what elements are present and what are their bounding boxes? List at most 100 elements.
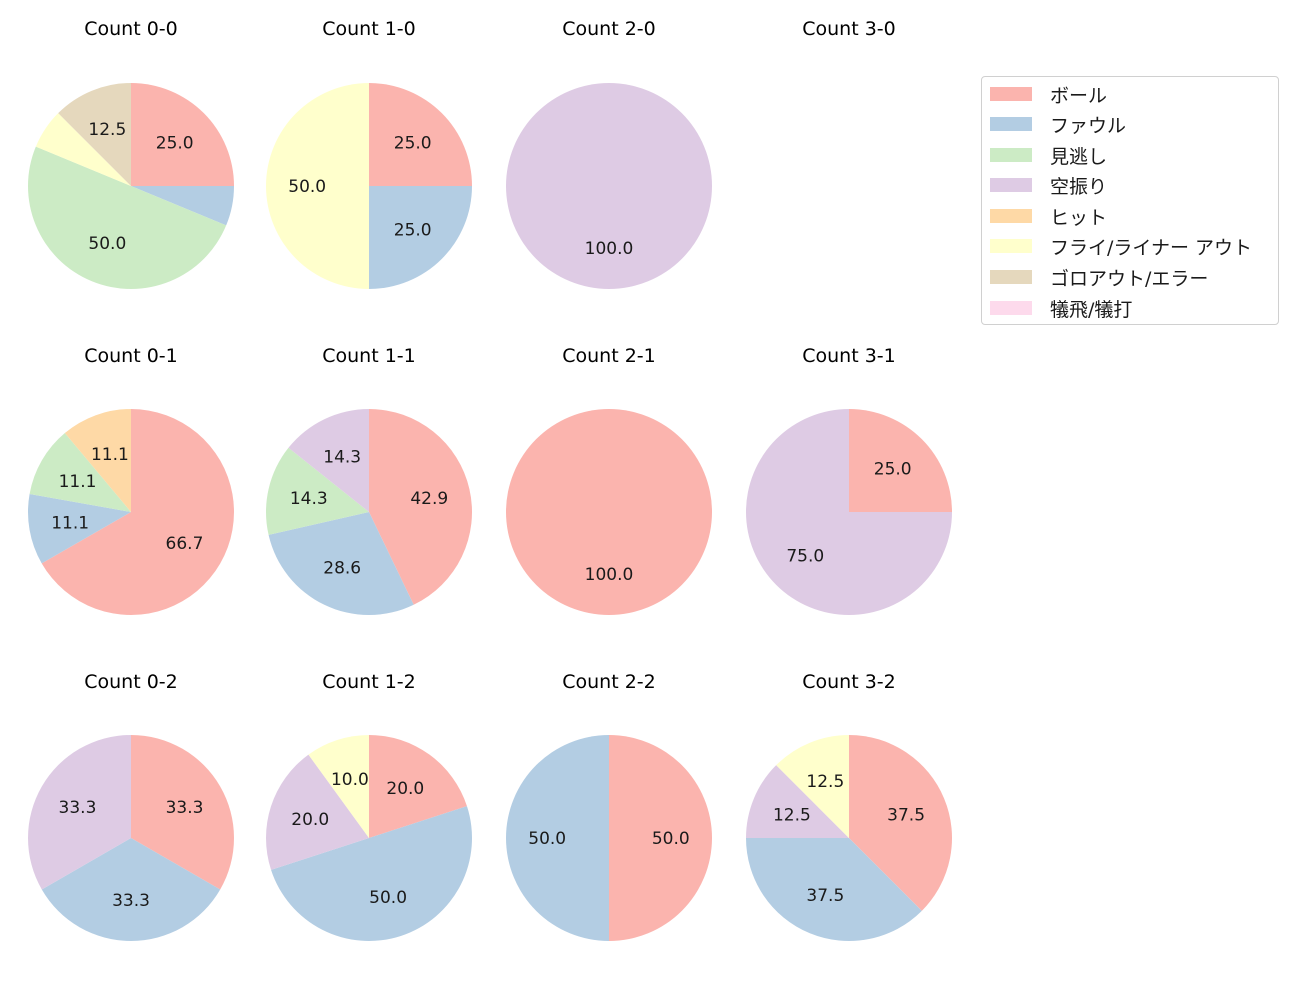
pie-slice bbox=[369, 186, 472, 289]
pie-title: Count 0-0 bbox=[84, 18, 178, 40]
pie-slice bbox=[369, 735, 467, 838]
legend-item-swinging-strike: 空振り bbox=[990, 173, 1108, 198]
slice-label: 28.6 bbox=[323, 559, 361, 579]
pie-slice bbox=[41, 838, 221, 941]
legend-swatch bbox=[990, 148, 1032, 162]
slice-label: 100.0 bbox=[585, 239, 634, 259]
pie-slice bbox=[271, 806, 472, 941]
slice-label: 50.0 bbox=[88, 234, 126, 254]
pie-chart: Count 2-0 100.0 bbox=[506, 18, 712, 289]
pie-slice bbox=[506, 83, 712, 289]
pie-chart: Count 3-1 25.0 75.0 bbox=[746, 345, 952, 615]
legend-item-called-strike: 見逃し bbox=[990, 143, 1108, 168]
pie-slice bbox=[266, 83, 369, 289]
pie-slice bbox=[265, 447, 369, 535]
legend-swatch bbox=[990, 239, 1032, 253]
pie-slice bbox=[369, 409, 473, 605]
slice-label: 25.0 bbox=[394, 133, 432, 153]
slice-label: 20.0 bbox=[291, 810, 329, 830]
legend-swatch bbox=[990, 87, 1032, 101]
legend-item-foul: ファウル bbox=[990, 112, 1127, 137]
pie-slice bbox=[369, 83, 472, 186]
pie-title: Count 3-2 bbox=[802, 671, 896, 693]
pie-slice bbox=[27, 146, 227, 289]
pie-slice bbox=[506, 735, 609, 941]
pie-title: Count 2-2 bbox=[562, 671, 656, 693]
legend-swatch bbox=[990, 117, 1032, 131]
slice-label: 50.0 bbox=[652, 829, 690, 849]
slice-label: 25.0 bbox=[156, 133, 194, 153]
pie-slice bbox=[308, 735, 369, 838]
legend-label: ファウル bbox=[1050, 114, 1127, 137]
pie-slice bbox=[27, 735, 131, 890]
legend-item-sacrifice: 犠飛/犠打 bbox=[990, 296, 1133, 321]
pie-slice bbox=[58, 83, 132, 186]
slice-label: 75.0 bbox=[786, 547, 824, 567]
pie-title: Count 3-1 bbox=[802, 345, 896, 367]
pie-slice bbox=[27, 493, 132, 564]
pie-chart: Count 1-1 42.9 28.6 14.3 14.3 bbox=[265, 345, 473, 615]
pie-chart: Count 2-1 100.0 bbox=[506, 345, 712, 615]
pie-chart: Count 0-1 66.7 11.1 11.1 11.1 bbox=[27, 345, 235, 615]
pie-slice bbox=[849, 409, 952, 512]
pie-slice bbox=[746, 409, 952, 615]
pie-slice bbox=[288, 409, 369, 512]
slice-label: 25.0 bbox=[394, 221, 432, 241]
legend-swatch bbox=[990, 301, 1032, 315]
slice-label: 20.0 bbox=[386, 779, 424, 799]
slice-label: 14.3 bbox=[323, 447, 361, 467]
legend-label: 見逃し bbox=[1050, 145, 1108, 168]
pie-slice bbox=[131, 83, 234, 186]
slice-label: 33.3 bbox=[112, 891, 150, 911]
pie-chart: Count 0-0 25.0 50.0 12.5 bbox=[27, 18, 234, 289]
slice-label: 25.0 bbox=[874, 459, 912, 479]
pie-slice bbox=[746, 838, 922, 941]
legend-label: ボール bbox=[1050, 84, 1108, 107]
pie-chart: Count 1-220.050.020.010.0 bbox=[266, 671, 472, 941]
legend-label: 犠飛/犠打 bbox=[1050, 298, 1133, 321]
pie-slice bbox=[849, 735, 952, 911]
slice-label: 50.0 bbox=[528, 829, 566, 849]
pie-chart: Count 0-2 33.3 33.3 33.3 bbox=[27, 671, 234, 941]
pie-title: Count 1-0 bbox=[322, 18, 416, 40]
pie-title: Count 0-2 bbox=[84, 671, 178, 693]
pie-slice bbox=[64, 409, 131, 512]
slice-label: 33.3 bbox=[166, 798, 204, 818]
legend-item-hit: ヒット bbox=[990, 204, 1107, 229]
slice-label: 100.0 bbox=[585, 565, 634, 585]
pie-slice bbox=[506, 409, 712, 615]
slice-label: 66.7 bbox=[166, 534, 204, 554]
pie-title: Count 2-0 bbox=[562, 18, 656, 40]
slice-label: 37.5 bbox=[806, 886, 844, 906]
pie-chart: Count 3-0 bbox=[802, 18, 896, 40]
slice-label: 12.5 bbox=[773, 805, 811, 825]
pie-slice bbox=[746, 765, 849, 838]
slice-label: 50.0 bbox=[369, 888, 407, 908]
slice-label: 12.5 bbox=[88, 120, 126, 140]
pie-chart: Count 3-2 37.5 37.5 12.5 12.5 bbox=[746, 671, 952, 941]
legend-item-ball: ボール bbox=[990, 82, 1108, 107]
legend-label: フライ/ライナー アウト bbox=[1050, 236, 1253, 259]
legend-swatch bbox=[990, 178, 1032, 192]
pie-slice bbox=[131, 735, 234, 890]
slice-label: 11.1 bbox=[51, 514, 89, 534]
legend-label: 空振り bbox=[1050, 175, 1108, 198]
legend-item-ground-out-error: ゴロアウト/エラー bbox=[990, 265, 1209, 290]
pie-slice bbox=[29, 433, 131, 512]
legend-item-fly-liner-out: フライ/ライナー アウト bbox=[990, 234, 1253, 259]
legend: ボール ファウル 見逃し 空振り ヒット フライ/ライナー アウト ゴロアウト/… bbox=[981, 76, 1279, 325]
slice-label: 42.9 bbox=[410, 489, 448, 509]
pie-title: Count 2-1 bbox=[562, 345, 656, 367]
slice-label: 10.0 bbox=[331, 770, 369, 790]
slice-label: 12.5 bbox=[806, 772, 844, 792]
pie-title: Count 3-0 bbox=[802, 18, 896, 40]
legend-label: ゴロアウト/エラー bbox=[1050, 267, 1209, 290]
legend-swatch bbox=[990, 209, 1032, 223]
slice-label: 14.3 bbox=[290, 489, 328, 509]
pie-chart: Count 2-2 50.0 50.0 bbox=[506, 671, 712, 941]
pie-slice bbox=[609, 735, 712, 941]
pie-slice bbox=[776, 735, 849, 838]
slice-label: 11.1 bbox=[59, 472, 97, 492]
pie-title: Count 0-1 bbox=[84, 345, 178, 367]
